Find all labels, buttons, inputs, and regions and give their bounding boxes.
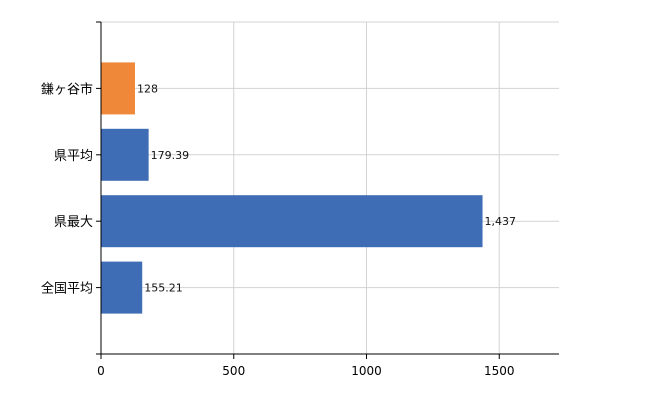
x-tick-label: 1500 <box>484 364 515 378</box>
data-label: 179.39 <box>151 149 190 162</box>
data-label: 155.21 <box>144 282 183 295</box>
x-tick-label: 1000 <box>351 364 382 378</box>
x-tick-label: 0 <box>97 364 105 378</box>
y-tick-label: 全国平均 <box>41 281 93 297</box>
bar <box>101 261 143 314</box>
bar <box>101 195 483 248</box>
y-tick-label: 県最大 <box>54 215 93 230</box>
data-label: 128 <box>137 82 158 95</box>
bar <box>101 62 135 115</box>
y-tick-label: 鎌ヶ谷市 <box>41 81 93 97</box>
bar <box>101 128 149 181</box>
data-label: 1,437 <box>485 215 517 228</box>
x-tick-label: 500 <box>222 364 245 378</box>
y-tick-label: 県平均 <box>54 149 93 164</box>
